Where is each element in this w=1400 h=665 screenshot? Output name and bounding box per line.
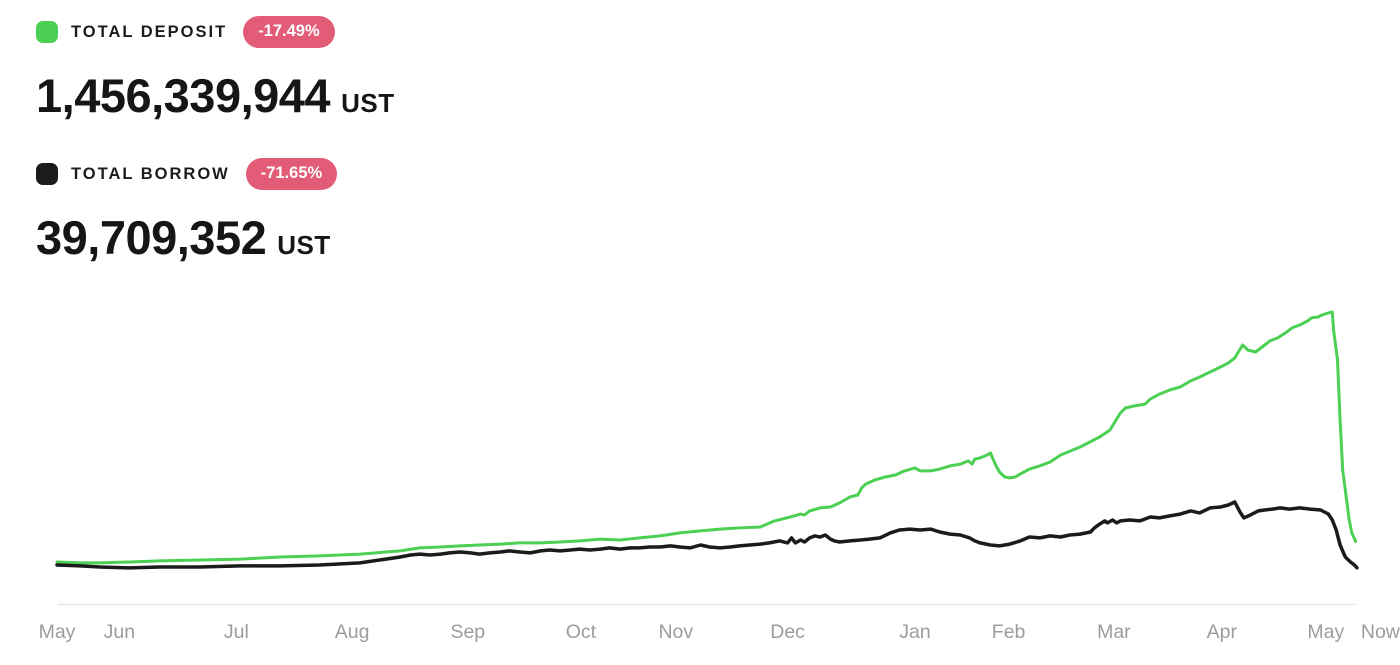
borrow-label: TOTAL BORROW	[71, 164, 230, 183]
deposit-change-badge: -17.49%	[243, 16, 335, 48]
borrow-amount: 39,709,352	[36, 211, 267, 264]
borrow-series-swatch-icon	[36, 163, 58, 185]
borrow-line	[55, 500, 1359, 570]
deposit-unit: UST	[341, 88, 395, 118]
x-axis-label-may: May	[1307, 621, 1345, 643]
x-axis-label-now: Now	[1360, 621, 1400, 643]
x-axis-label-dec: Dec	[770, 621, 805, 643]
chart-header: TOTAL DEPOSIT -17.49% 1,456,339,944 UST …	[36, 14, 395, 264]
deposit-series-swatch-icon	[36, 21, 58, 43]
x-axis-label-apr: Apr	[1206, 621, 1237, 643]
borrow-value-row: 39,709,352 UST	[36, 214, 395, 264]
deposit-line	[55, 310, 1358, 565]
deposit-value-row: 1,456,339,944 UST	[36, 72, 395, 122]
borrow-unit: UST	[277, 230, 331, 260]
x-axis-label-may: May	[38, 621, 76, 643]
x-axis-label-jun: Jun	[103, 621, 136, 643]
x-axis-label-sep: Sep	[450, 621, 486, 643]
x-axis-label-feb: Feb	[991, 621, 1026, 643]
deposit-label: TOTAL DEPOSIT	[71, 22, 228, 41]
borrow-legend-row: TOTAL BORROW -71.65%	[36, 156, 395, 192]
x-axis-label-jan: Jan	[899, 621, 931, 643]
deposit-legend-row: TOTAL DEPOSIT -17.49%	[36, 14, 395, 50]
x-axis-label-jul: Jul	[223, 621, 249, 643]
x-axis-label-oct: Oct	[565, 621, 597, 643]
borrow-change-badge: -71.65%	[245, 158, 338, 190]
x-axis-label-nov: Nov	[658, 621, 694, 643]
deposit-amount: 1,456,339,944	[36, 69, 331, 122]
x-axis-label-mar: Mar	[1097, 621, 1131, 643]
x-axis-label-aug: Aug	[334, 621, 370, 643]
